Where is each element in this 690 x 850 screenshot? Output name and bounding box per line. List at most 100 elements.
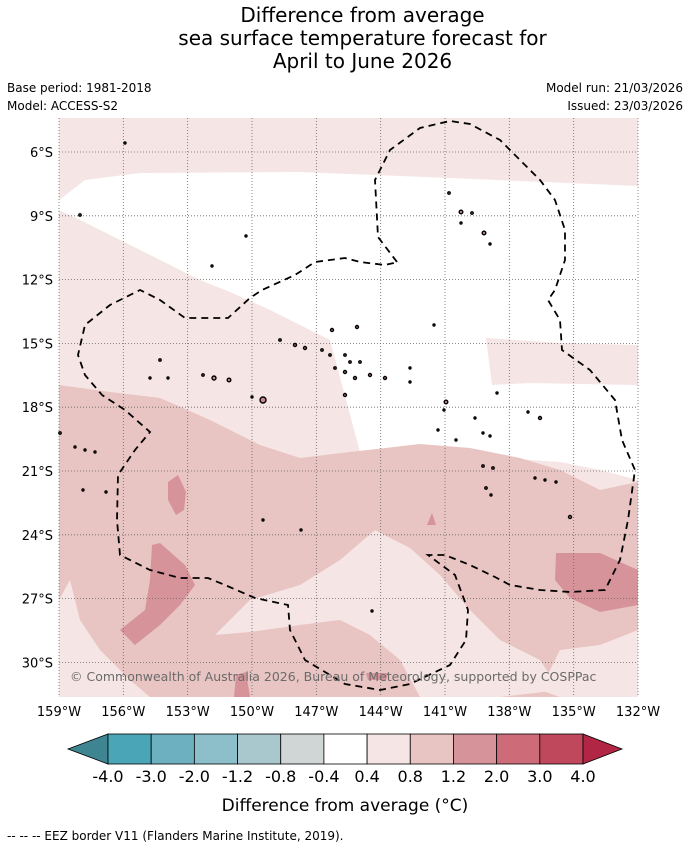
island — [537, 415, 543, 421]
island — [470, 211, 474, 215]
colorbar-segment — [237, 733, 282, 765]
island — [166, 376, 170, 380]
lon-label: 159°W — [37, 705, 81, 720]
colorbar-segment — [193, 733, 238, 765]
island — [328, 353, 332, 357]
anomaly-field — [59, 118, 638, 697]
island — [382, 375, 388, 381]
colorbar-extend-low — [66, 733, 109, 765]
island — [495, 391, 499, 395]
island — [442, 408, 446, 412]
island — [104, 490, 108, 494]
colorbar-segment — [150, 733, 195, 765]
island — [244, 234, 248, 238]
cool-tongue-south — [215, 530, 560, 697]
lon-label: 153°W — [166, 705, 210, 720]
island — [370, 609, 374, 613]
island — [123, 141, 127, 145]
colorbar-tick: 0.4 — [354, 767, 379, 786]
lat-label: 21°S — [22, 465, 53, 480]
island — [261, 518, 265, 522]
map-title: Difference from average sea surface temp… — [0, 4, 690, 73]
island — [526, 410, 530, 414]
island — [567, 514, 573, 520]
colorbar-tick: -1.2 — [222, 767, 253, 786]
island — [488, 242, 492, 246]
colorbar-tick: 3.0 — [527, 767, 552, 786]
warm-patch-east — [555, 553, 638, 612]
island — [201, 373, 205, 377]
island — [158, 358, 162, 362]
colorbar-extend-high — [582, 733, 624, 765]
island — [436, 428, 440, 432]
copyright-text: © Commonwealth of Australia 2026, Bureau… — [70, 669, 596, 684]
island — [93, 450, 97, 454]
colorbar-tick: 4.0 — [570, 767, 595, 786]
island — [352, 375, 358, 381]
cool-tongue-southwest — [59, 580, 150, 697]
lat-label: 9°S — [30, 210, 53, 225]
island — [484, 486, 488, 490]
island — [299, 528, 303, 532]
eez-border — [77, 120, 636, 691]
colorbar-tick: -2.0 — [179, 767, 210, 786]
anomaly-band-0.8-1.2 — [59, 385, 638, 697]
island — [226, 377, 232, 383]
island — [481, 464, 485, 468]
island — [354, 324, 360, 330]
colorbar-segment — [539, 733, 584, 765]
colorbar-tick: -3.0 — [136, 767, 167, 786]
issued-date: Issued: 23/03/2026 — [567, 99, 683, 113]
island — [278, 338, 282, 342]
colorbar-tick: -0.4 — [308, 767, 339, 786]
colorbar-segment — [453, 733, 498, 765]
island — [343, 353, 347, 357]
colorbar-tick: 1.2 — [441, 767, 466, 786]
lon-label: 156°W — [101, 705, 145, 720]
lon-label: 141°W — [423, 705, 467, 720]
base-period: Base period: 1981-2018 — [7, 81, 152, 95]
island — [489, 493, 493, 497]
island — [554, 480, 558, 484]
colorbar-tick: 0.8 — [398, 767, 423, 786]
island — [302, 345, 308, 351]
colorbar-tick: -4.0 — [92, 767, 123, 786]
eez-legend: -- -- -- EEZ border V11 (Flanders Marine… — [7, 829, 344, 843]
island — [342, 369, 348, 375]
lon-label: 135°W — [552, 705, 596, 720]
neutral-region — [59, 172, 638, 480]
island — [454, 438, 458, 442]
island-marquesas — [259, 396, 267, 404]
island — [250, 395, 254, 399]
island — [329, 327, 335, 333]
cool-tongue-southeast — [540, 630, 638, 697]
island — [73, 445, 77, 449]
lat-label: 24°S — [22, 529, 53, 544]
lat-label: 15°S — [22, 337, 53, 352]
island — [473, 416, 477, 420]
island — [211, 375, 217, 381]
title-line-2: sea surface temperature forecast for — [178, 26, 547, 50]
lon-label: 144°W — [359, 705, 403, 720]
longitude-labels: 159°W 156°W 153°W 150°W 147°W 144°W 141°W 138°W… — [37, 705, 660, 720]
island — [458, 209, 464, 215]
island — [148, 376, 152, 380]
colorbar-segment — [366, 733, 411, 765]
island — [491, 466, 495, 470]
island — [533, 476, 537, 480]
latitude-labels: 6°S 9°S 12°S 15°S 18°S 21°S 24°S 27°S 30°S — [22, 146, 53, 671]
islands — [58, 141, 573, 613]
colorbar-label: Difference from average (°C) — [222, 796, 469, 816]
island — [78, 213, 82, 217]
lat-label: 27°S — [22, 593, 53, 608]
island — [292, 342, 298, 348]
warm-patch-west — [168, 475, 186, 515]
island — [488, 434, 492, 438]
island — [348, 360, 352, 364]
lat-label: 12°S — [22, 274, 53, 289]
lon-label: 150°W — [230, 705, 274, 720]
model-run: Model run: 21/03/2026 — [545, 81, 683, 95]
colorbar: -4.0 -3.0 -2.0 -1.2 -0.8 -0.4 0.4 0.8 1.2 2.0 3.0 4… — [66, 733, 624, 786]
title-line-1: Difference from average — [240, 3, 485, 27]
